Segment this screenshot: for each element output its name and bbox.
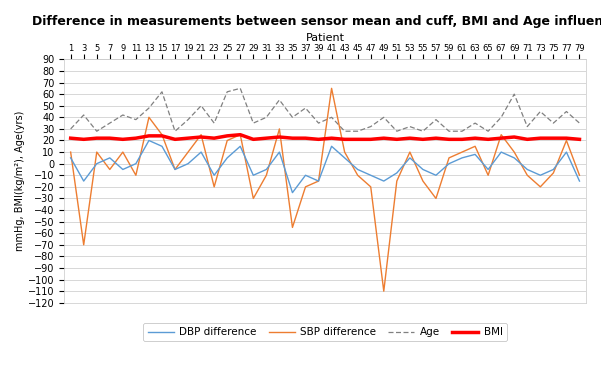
Y-axis label: mmHg, BMI(kg/m²), Age(yrs): mmHg, BMI(kg/m²), Age(yrs) (15, 111, 25, 251)
Title: Difference in measurements between sensor mean and cuff, BMI and Age influence: Difference in measurements between senso… (31, 15, 601, 28)
X-axis label: Patient: Patient (305, 33, 344, 43)
Legend: DBP difference, SBP difference, Age, BMI: DBP difference, SBP difference, Age, BMI (144, 323, 507, 341)
